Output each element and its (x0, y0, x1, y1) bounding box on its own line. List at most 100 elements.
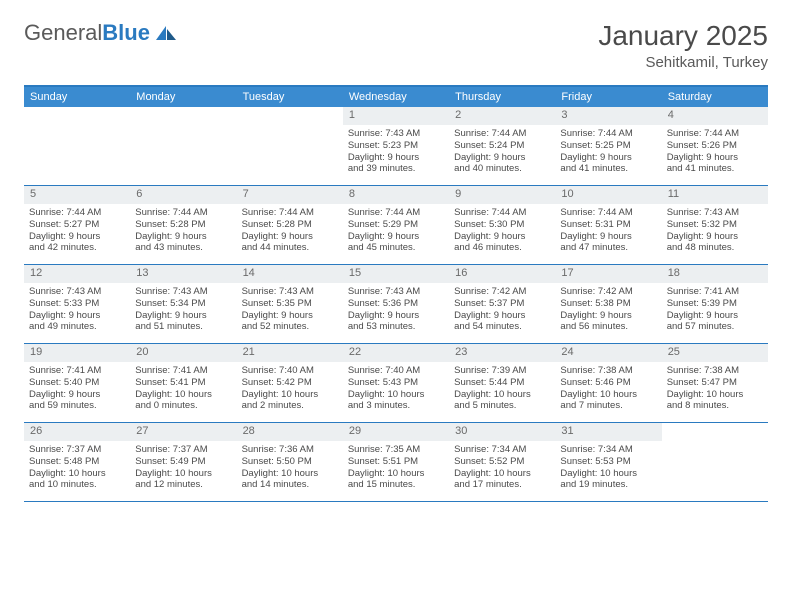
day-body (237, 111, 343, 119)
week-row: 12Sunrise: 7:43 AMSunset: 5:33 PMDayligh… (24, 265, 768, 344)
day-number: 26 (24, 423, 130, 441)
day-line: Daylight: 9 hours (667, 310, 763, 322)
logo-text-gray: General (24, 20, 102, 46)
day-of-week-row: SundayMondayTuesdayWednesdayThursdayFrid… (24, 87, 768, 107)
day-number: 10 (555, 186, 661, 204)
day-body: Sunrise: 7:40 AMSunset: 5:42 PMDaylight:… (237, 362, 343, 418)
day-body: Sunrise: 7:44 AMSunset: 5:24 PMDaylight:… (449, 125, 555, 181)
day-cell: 2Sunrise: 7:44 AMSunset: 5:24 PMDaylight… (449, 107, 555, 185)
day-line: and 41 minutes. (560, 163, 656, 175)
day-line: Sunset: 5:36 PM (348, 298, 444, 310)
day-line: Sunset: 5:37 PM (454, 298, 550, 310)
day-body: Sunrise: 7:44 AMSunset: 5:29 PMDaylight:… (343, 204, 449, 260)
day-body: Sunrise: 7:44 AMSunset: 5:25 PMDaylight:… (555, 125, 661, 181)
day-body (130, 111, 236, 119)
month-title: January 2025 (598, 20, 768, 52)
day-line: and 41 minutes. (667, 163, 763, 175)
day-line: Sunrise: 7:43 AM (667, 207, 763, 219)
day-line: and 5 minutes. (454, 400, 550, 412)
day-number: 29 (343, 423, 449, 441)
day-cell: 12Sunrise: 7:43 AMSunset: 5:33 PMDayligh… (24, 265, 130, 343)
day-cell: 20Sunrise: 7:41 AMSunset: 5:41 PMDayligh… (130, 344, 236, 422)
day-line: and 53 minutes. (348, 321, 444, 333)
day-line: and 17 minutes. (454, 479, 550, 491)
day-body (24, 111, 130, 119)
day-body: Sunrise: 7:44 AMSunset: 5:31 PMDaylight:… (555, 204, 661, 260)
day-line: Sunrise: 7:44 AM (242, 207, 338, 219)
day-line: Sunset: 5:31 PM (560, 219, 656, 231)
day-line: Sunrise: 7:43 AM (242, 286, 338, 298)
day-line: Daylight: 9 hours (29, 231, 125, 243)
day-line: and 19 minutes. (560, 479, 656, 491)
day-line: Sunrise: 7:41 AM (29, 365, 125, 377)
day-line: Daylight: 10 hours (242, 389, 338, 401)
day-line: Daylight: 9 hours (667, 152, 763, 164)
day-line: Sunrise: 7:38 AM (560, 365, 656, 377)
day-line: Sunset: 5:26 PM (667, 140, 763, 152)
day-line: Daylight: 9 hours (454, 231, 550, 243)
day-line: Daylight: 9 hours (29, 389, 125, 401)
day-line: Daylight: 10 hours (560, 468, 656, 480)
day-line: and 39 minutes. (348, 163, 444, 175)
day-line: Daylight: 10 hours (348, 468, 444, 480)
day-number: 28 (237, 423, 343, 441)
dow-cell: Friday (555, 87, 661, 107)
day-cell: 4Sunrise: 7:44 AMSunset: 5:26 PMDaylight… (662, 107, 768, 185)
day-line: Daylight: 10 hours (667, 389, 763, 401)
day-line: Daylight: 9 hours (242, 310, 338, 322)
day-body: Sunrise: 7:43 AMSunset: 5:34 PMDaylight:… (130, 283, 236, 339)
day-number: 31 (555, 423, 661, 441)
day-cell: 15Sunrise: 7:43 AMSunset: 5:36 PMDayligh… (343, 265, 449, 343)
day-line: Sunset: 5:30 PM (454, 219, 550, 231)
day-line: Daylight: 9 hours (135, 310, 231, 322)
day-line: and 44 minutes. (242, 242, 338, 254)
day-line: Sunset: 5:41 PM (135, 377, 231, 389)
day-body: Sunrise: 7:37 AMSunset: 5:48 PMDaylight:… (24, 441, 130, 497)
day-line: and 59 minutes. (29, 400, 125, 412)
day-line: Sunset: 5:35 PM (242, 298, 338, 310)
day-cell: 23Sunrise: 7:39 AMSunset: 5:44 PMDayligh… (449, 344, 555, 422)
day-line: Sunset: 5:53 PM (560, 456, 656, 468)
day-cell: 14Sunrise: 7:43 AMSunset: 5:35 PMDayligh… (237, 265, 343, 343)
day-line: Sunrise: 7:35 AM (348, 444, 444, 456)
day-body: Sunrise: 7:36 AMSunset: 5:50 PMDaylight:… (237, 441, 343, 497)
day-line: Sunrise: 7:44 AM (135, 207, 231, 219)
day-line: and 3 minutes. (348, 400, 444, 412)
location: Sehitkamil, Turkey (598, 54, 768, 71)
day-line: Daylight: 9 hours (242, 231, 338, 243)
day-line: Daylight: 9 hours (29, 310, 125, 322)
day-body: Sunrise: 7:41 AMSunset: 5:39 PMDaylight:… (662, 283, 768, 339)
dow-cell: Saturday (662, 87, 768, 107)
day-cell: 5Sunrise: 7:44 AMSunset: 5:27 PMDaylight… (24, 186, 130, 264)
day-line: Sunset: 5:32 PM (667, 219, 763, 231)
day-number: 30 (449, 423, 555, 441)
day-line: and 52 minutes. (242, 321, 338, 333)
day-line: Sunset: 5:49 PM (135, 456, 231, 468)
day-line: Sunrise: 7:41 AM (667, 286, 763, 298)
day-line: Sunrise: 7:43 AM (135, 286, 231, 298)
day-body: Sunrise: 7:39 AMSunset: 5:44 PMDaylight:… (449, 362, 555, 418)
day-cell: 25Sunrise: 7:38 AMSunset: 5:47 PMDayligh… (662, 344, 768, 422)
week-row: 1Sunrise: 7:43 AMSunset: 5:23 PMDaylight… (24, 107, 768, 186)
day-line: Sunset: 5:28 PM (242, 219, 338, 231)
day-number: 6 (130, 186, 236, 204)
day-line: and 14 minutes. (242, 479, 338, 491)
day-line: and 49 minutes. (29, 321, 125, 333)
day-line: Daylight: 10 hours (454, 468, 550, 480)
day-line: Daylight: 10 hours (348, 389, 444, 401)
day-body: Sunrise: 7:35 AMSunset: 5:51 PMDaylight:… (343, 441, 449, 497)
day-body: Sunrise: 7:42 AMSunset: 5:38 PMDaylight:… (555, 283, 661, 339)
day-cell: 9Sunrise: 7:44 AMSunset: 5:30 PMDaylight… (449, 186, 555, 264)
day-body: Sunrise: 7:43 AMSunset: 5:32 PMDaylight:… (662, 204, 768, 260)
day-line: Sunrise: 7:40 AM (242, 365, 338, 377)
day-line: Daylight: 9 hours (348, 310, 444, 322)
day-number: 18 (662, 265, 768, 283)
day-number: 17 (555, 265, 661, 283)
day-number: 27 (130, 423, 236, 441)
day-body: Sunrise: 7:44 AMSunset: 5:30 PMDaylight:… (449, 204, 555, 260)
day-line: and 45 minutes. (348, 242, 444, 254)
day-line: Sunset: 5:43 PM (348, 377, 444, 389)
day-line: Daylight: 10 hours (242, 468, 338, 480)
day-line: and 15 minutes. (348, 479, 444, 491)
day-line: Sunrise: 7:34 AM (560, 444, 656, 456)
